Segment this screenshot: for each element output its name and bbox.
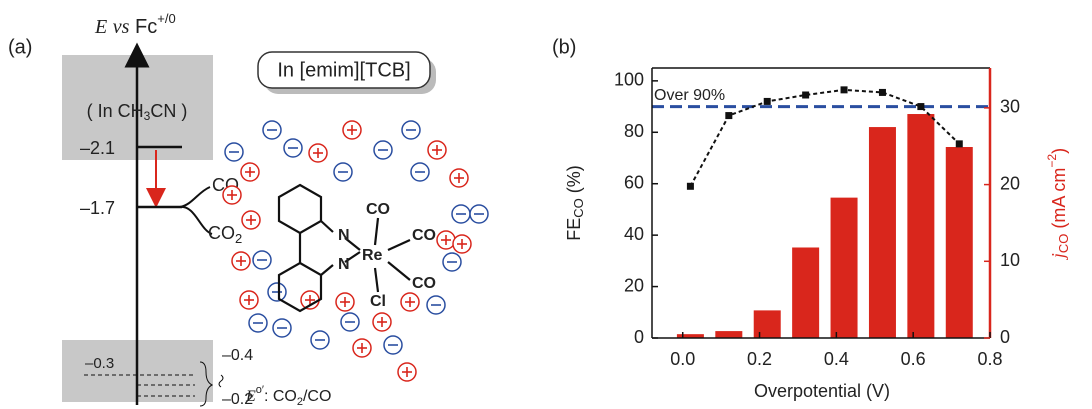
reactant-label: CO2 xyxy=(208,223,242,247)
y-tick-label: 80 xyxy=(624,121,644,141)
x-tick-label: 0.8 xyxy=(977,349,1002,369)
x-tick-label: 0.0 xyxy=(670,349,695,369)
bar xyxy=(945,147,973,338)
bar xyxy=(792,247,820,338)
y2-tick-label: 30 xyxy=(1000,97,1020,117)
y2-tick-label: 10 xyxy=(1000,250,1020,270)
range-label: –0.2 xyxy=(222,391,253,408)
fe-point xyxy=(763,97,771,105)
fe-point xyxy=(725,112,733,120)
solvent-label: ( In CH3CN ) xyxy=(87,101,188,123)
level-label: –0.3 xyxy=(85,355,114,372)
bar xyxy=(676,334,704,338)
atom-label: N xyxy=(338,227,350,244)
panel-label: (a) xyxy=(8,36,32,58)
atom-label: Re xyxy=(362,247,383,264)
ligand-label: CO xyxy=(412,227,436,244)
y2-axis-label: jCO (mA cm−2) xyxy=(1045,148,1071,260)
bar xyxy=(868,127,896,338)
medium-box xyxy=(257,51,431,89)
y-tick-label: 0 xyxy=(634,327,644,347)
bar xyxy=(753,310,781,338)
x-tick-label: 0.6 xyxy=(901,349,926,369)
level-label: –1.7 xyxy=(80,198,115,218)
panel-b: (b) Overpotential (V) FECO (%) jCO (mA c… xyxy=(552,36,1071,400)
reaction-curve xyxy=(179,186,213,235)
potential-note: Eo′: CO2/CO xyxy=(245,384,331,408)
y-tick-label: 20 xyxy=(624,275,644,295)
ligand-label: CO xyxy=(366,201,390,218)
panel-a: (a) E vs Fc+/0 ( In CH3CN ) –2.1 –1.7 CO… xyxy=(8,11,489,408)
fe-point xyxy=(955,140,963,148)
panel-label: (b) xyxy=(552,36,576,58)
y-tick-label: 60 xyxy=(624,172,644,192)
brace xyxy=(199,361,214,407)
range-mark xyxy=(218,374,224,388)
bar xyxy=(715,331,743,338)
reference-label: Over 90% xyxy=(654,87,725,104)
ligand-label: CO xyxy=(412,275,436,292)
medium-label: In [emim][TCB] xyxy=(277,59,410,81)
y-axis-label: FECO (%) xyxy=(564,165,587,241)
bar xyxy=(830,197,858,338)
y2-tick-label: 20 xyxy=(1000,173,1020,193)
atom-label: N xyxy=(338,256,350,273)
x-tick-label: 0.4 xyxy=(824,349,849,369)
ligand-label: Cl xyxy=(370,293,386,310)
axis-title: E vs Fc+/0 xyxy=(94,11,176,38)
fe-point xyxy=(878,88,886,96)
range-label: –0.4 xyxy=(222,347,253,364)
x-axis-label: Overpotential (V) xyxy=(754,381,890,401)
level-label: –2.1 xyxy=(80,138,115,158)
fe-point xyxy=(840,86,848,94)
y-tick-label: 40 xyxy=(624,224,644,244)
bar xyxy=(907,114,935,338)
y-tick-label: 100 xyxy=(614,70,644,90)
x-tick-label: 0.2 xyxy=(747,349,772,369)
fe-line xyxy=(689,88,960,187)
complex-bonds xyxy=(277,183,411,313)
fe-point xyxy=(802,91,810,99)
ions xyxy=(222,120,489,382)
y2-tick-label: 0 xyxy=(1000,327,1010,347)
fe-point xyxy=(917,103,925,111)
fe-point xyxy=(686,182,694,190)
